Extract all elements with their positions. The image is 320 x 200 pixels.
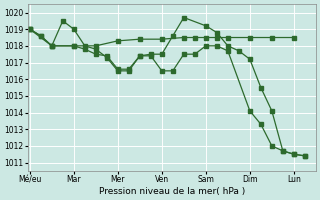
X-axis label: Pression niveau de la mer( hPa ): Pression niveau de la mer( hPa ) [99,187,245,196]
